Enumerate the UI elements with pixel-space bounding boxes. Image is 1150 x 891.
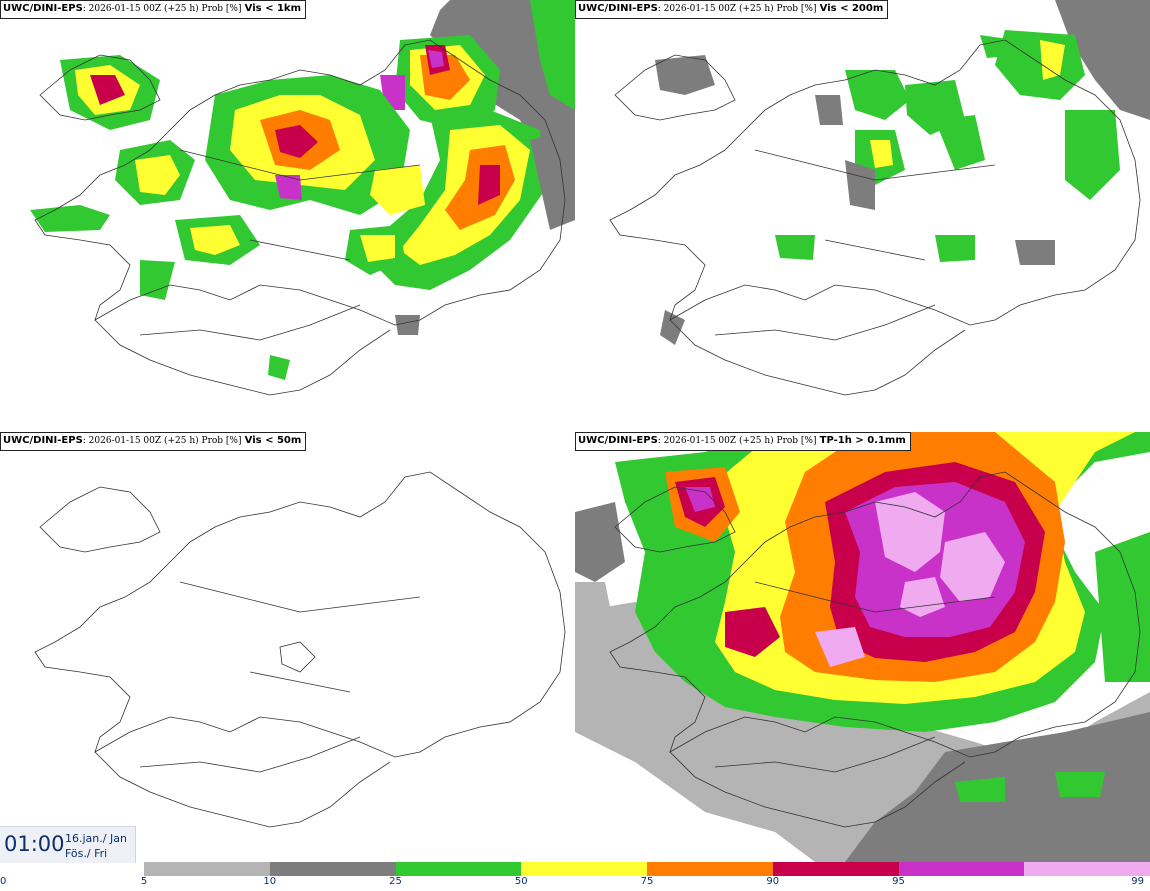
probability-field-vis-1km (30, 0, 575, 380)
legend-tick-label: 50 (514, 876, 528, 887)
legend-tick-label: 90 (766, 876, 780, 887)
panel-header-tp-1h: UWC/DINI-EPS: 2026-01-15 00Z (+25 h) Pro… (575, 432, 911, 451)
legend-segment (898, 862, 1025, 876)
panel-vis-1km: UWC/DINI-EPS: 2026-01-15 00Z (+25 h) Pro… (0, 0, 575, 430)
valid-date-line1: 16.jan./ Jan (65, 832, 127, 845)
legend-segment (1024, 862, 1150, 876)
valid-date-line2: Fös./ Fri (65, 847, 108, 860)
valid-time-date: 16.jan./ Jan Fös./ Fri (65, 831, 127, 861)
model-name: UWC/DINI-EPS (3, 435, 83, 446)
model-name: UWC/DINI-EPS (578, 3, 658, 14)
parameter-label: Vis < 200m (819, 3, 884, 14)
legend-segment (144, 862, 270, 876)
run-info: : 2026-01-15 00Z (+25 h) Prob [%] (657, 4, 817, 14)
run-info: : 2026-01-15 00Z (+25 h) Prob [%] (657, 436, 817, 446)
legend-color-bar (144, 862, 1150, 876)
legend-segment (647, 862, 773, 876)
legend-tick-label: 5 (140, 876, 148, 887)
map-vis-1km (30, 0, 575, 396)
probability-field-vis-200m (655, 0, 1150, 345)
legend-tick-label: 95 (892, 876, 905, 887)
legend-tick-label: 99 (1131, 876, 1144, 887)
legend-tick-label: 0 (0, 876, 7, 887)
legend-segment (772, 862, 899, 876)
panel-header-vis-1km: UWC/DINI-EPS: 2026-01-15 00Z (+25 h) Pro… (0, 0, 306, 19)
map-vis-200m (609, 0, 1150, 396)
panel-header-vis-200m: UWC/DINI-EPS: 2026-01-15 00Z (+25 h) Pro… (575, 0, 889, 19)
legend-segment (521, 862, 647, 876)
probability-legend: 0 5 10 25 50 75 90 95 99 (0, 862, 1150, 891)
probability-field-tp-1h (575, 432, 1150, 862)
iceland-coastline-2 (609, 39, 1141, 396)
legend-segment (269, 862, 396, 876)
run-info: : 2026-01-15 00Z (+25 h) Prob [%] (82, 436, 242, 446)
legend-tick-label: 25 (389, 876, 402, 887)
map-vis-50m (34, 471, 566, 828)
run-info: : 2026-01-15 00Z (+25 h) Prob [%] (82, 4, 242, 14)
model-name: UWC/DINI-EPS (578, 435, 658, 446)
iceland-coastline-1 (34, 39, 566, 396)
iceland-coastline-3 (34, 471, 566, 828)
panel-tp-1h: UWC/DINI-EPS: 2026-01-15 00Z (+25 h) Pro… (575, 432, 1150, 862)
parameter-label: TP-1h > 0.1mm (819, 435, 906, 446)
legend-tick-label: 75 (640, 876, 654, 887)
panel-vis-50m: UWC/DINI-EPS: 2026-01-15 00Z (+25 h) Pro… (0, 432, 575, 862)
valid-time-clock: 01:00 (4, 832, 65, 856)
legend-tick-label: 10 (263, 876, 277, 887)
panel-header-vis-50m: UWC/DINI-EPS: 2026-01-15 00Z (+25 h) Pro… (0, 432, 307, 451)
valid-time-box: 01:00 16.jan./ Jan Fös./ Fri (0, 826, 136, 863)
iceland-coastline-4 (609, 471, 1141, 828)
parameter-label: Vis < 50m (244, 435, 302, 446)
model-name: UWC/DINI-EPS (3, 3, 83, 14)
parameter-label: Vis < 1km (244, 3, 301, 14)
legend-segment (395, 862, 522, 876)
map-tp-1h (575, 432, 1150, 862)
panel-vis-200m: UWC/DINI-EPS: 2026-01-15 00Z (+25 h) Pro… (575, 0, 1150, 430)
